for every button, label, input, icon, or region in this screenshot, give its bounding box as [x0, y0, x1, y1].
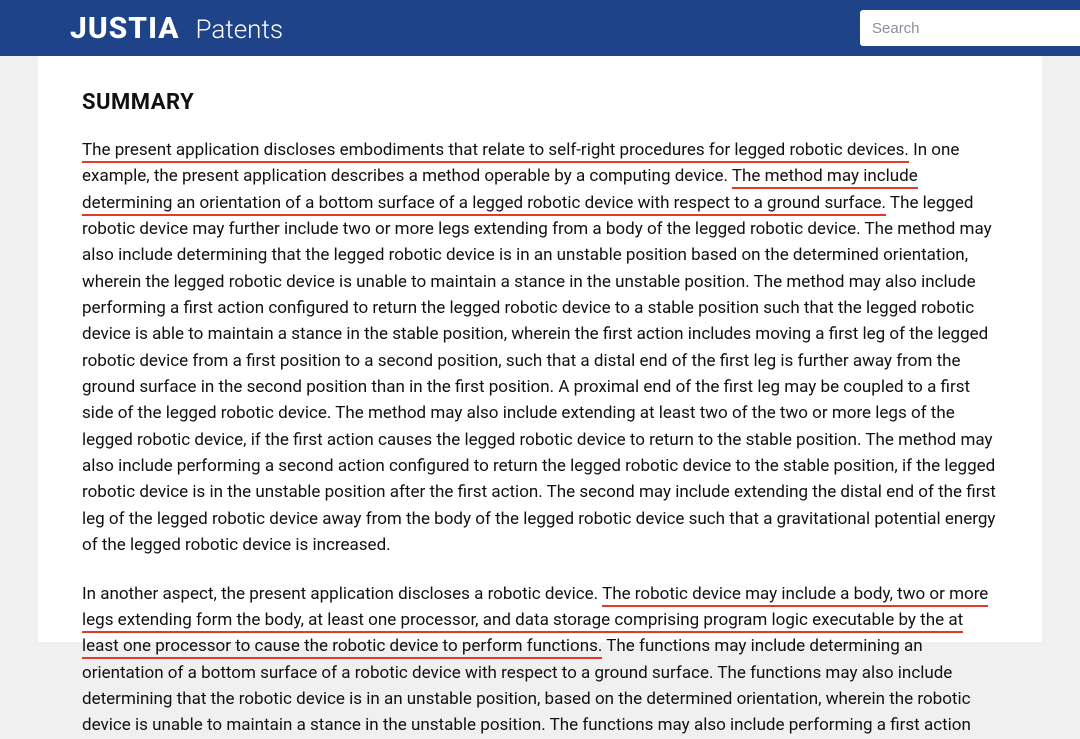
summary-heading: SUMMARY: [82, 90, 998, 115]
body-text: The legged robotic device may further in…: [82, 193, 996, 555]
search-input[interactable]: [860, 10, 1080, 46]
body-text: In another aspect, the present applicati…: [82, 584, 602, 604]
summary-paragraph-1: The present application discloses embodi…: [82, 137, 998, 559]
content-panel: SUMMARY The present application disclose…: [38, 56, 1042, 642]
page-root: JUSTIA Patents SUMMARY The present appli…: [0, 0, 1080, 642]
site-header: JUSTIA Patents: [0, 0, 1080, 56]
brand-block[interactable]: JUSTIA Patents: [70, 11, 283, 46]
summary-paragraph-2: In another aspect, the present applicati…: [82, 581, 998, 739]
section-title: Patents: [196, 15, 283, 45]
logo-text: JUSTIA: [70, 11, 180, 46]
highlight-span: The present application discloses embodi…: [82, 140, 909, 163]
